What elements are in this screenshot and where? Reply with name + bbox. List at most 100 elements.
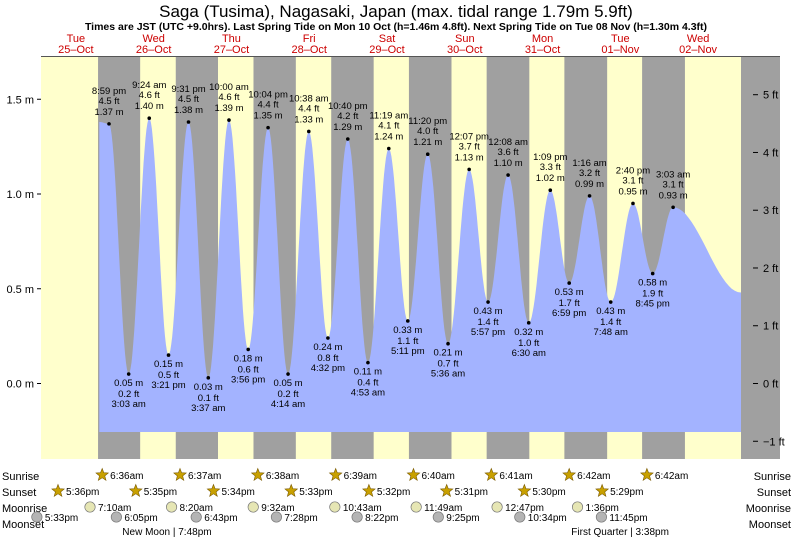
tide-point [306,129,311,134]
sunset-time: 5:33pm [299,487,332,498]
tide-time: 8:59 pm [92,86,126,97]
tide-height-m: 0.43 m [474,306,503,317]
sun-star-icon [173,467,187,481]
tide-point [631,201,635,206]
moonrise-entry: 9:32am [247,501,295,514]
tide-point [326,336,330,340]
sunrise-time: 6:39am [344,471,377,482]
moonset-entry: 6:43pm [190,511,238,524]
sunrise-time: 6:40am [421,471,454,482]
moon-icon [166,501,178,513]
moon-phase-label: New Moon | 7:48pm [122,527,211,538]
moonset-entry: 10:34pm [514,511,567,524]
sunrise-time: 6:41am [499,471,532,482]
moonrise-label-right: Moonrise [746,503,791,515]
tide-point [206,376,211,380]
tide-point [246,347,250,352]
low-tide-marker: 0.21 m0.7 ft5:36 am [431,341,465,380]
tide-height-m: 0.58 m [638,278,667,289]
tide-height-ft: 0.8 ft [317,353,338,364]
low-tide-marker: 0.05 m0.2 ft3:03 am [111,372,146,410]
tide-height-ft: 0.4 ft [357,378,378,389]
tide-point [366,360,370,365]
tide-height-m: 1.38 m [174,105,203,116]
tide-height-ft: 1.4 ft [477,317,498,328]
sun-star-icon [95,467,110,481]
high-tide-marker: 11:20 pm4.0 ft1.21 m [408,116,447,157]
left-tick-label: 1.0 m [6,189,34,201]
day-of-week: Wed [142,33,164,45]
tide-height-m: 1.21 m [413,137,442,148]
low-tide-marker: 0.18 m0.6 ft3:56 pm [231,347,265,385]
tide-point [467,167,471,172]
day-date: 25–Oct [58,44,93,56]
sunrise-entry: 6:40am [406,467,455,482]
low-tide-marker: 0.33 m1.1 ft5:11 pm [391,319,425,357]
tide-height-m: 1.33 m [294,114,323,125]
tide-height-m: 1.02 m [536,173,565,184]
tide-height-ft: 4.6 ft [218,92,239,103]
day-date: 28–Oct [291,44,326,56]
moon-icon [31,511,43,523]
moonrise-entry: 1:36pm [571,501,619,514]
right-tick-label: 0 ft [763,379,778,391]
tide-height-ft: 4.0 ft [417,126,438,137]
tide-point [567,281,571,285]
moonset-entry: 11:45pm [595,511,648,524]
sunset-entry: 5:30pm [517,483,566,498]
tide-height-ft: 4.5 ft [98,96,119,107]
sun-star-icon [562,467,577,481]
sun-star-icon [328,467,343,481]
left-tick-label: 1.5 m [6,94,34,106]
tide-time: 6:30 am [512,348,546,359]
sunset-entry: 5:33pm [284,483,333,498]
tide-height-ft: 0.2 ft [118,389,139,400]
moon-icon [247,501,259,513]
tide-time: 10:04 pm [248,90,288,101]
moon-icon [84,501,96,513]
low-tide-marker: 0.03 m0.1 ft3:37 am [191,376,226,414]
tide-height-ft: 4.2 ft [337,111,358,122]
axes: 0.0 m 0.5 m 1.0 m 1.5 m −1 ft 0 ft 1 ft 2 ft 3 f… [6,90,784,449]
right-tick-label: 1 ft [763,321,778,333]
sunrise-entry: 6:42am [562,467,611,482]
tide-time: 1:09 pm [533,152,567,163]
moonset-label-right: Moonset [749,519,791,531]
tide-height-m: 1.37 m [94,107,123,118]
sunset-entry: 5:29pm [595,483,643,498]
high-tide-marker: 10:04 pm4.4 ft1.35 m [248,90,288,130]
sun-star-icon [51,483,65,497]
tide-time: 10:38 am [289,93,329,104]
moonrise-time: 1:36pm [586,503,619,514]
right-tick-label: 2 ft [763,263,778,275]
tide-time: 11:20 pm [408,116,447,127]
tide-height-ft: 3.1 ft [663,179,684,190]
moon-icon [571,501,584,513]
tide-point [506,173,510,177]
moonset-time: 5:33pm [45,513,78,524]
left-tick-label: 0.0 m [6,379,34,391]
sunrise-time: 6:37am [188,471,221,482]
day-of-week: Wed [687,33,709,45]
tide-point [386,146,391,151]
right-tick-label: −1 ft [763,436,785,448]
moonset-entry: 8:22pm [351,511,398,524]
sunset-time: 5:30pm [532,487,565,498]
sunset-entry: 5:32pm [362,483,410,498]
tide-height-ft: 1.9 ft [642,289,663,300]
tide-point [425,152,430,157]
sunrise-time: 6:42am [655,471,688,482]
moonrise-time: 11:49am [424,503,462,514]
moonset-time: 8:22pm [365,513,398,524]
tide-height-m: 0.03 m [194,382,223,393]
tide-point [286,372,290,376]
day-of-week: Mon [532,33,553,45]
tide-height-ft: 0.6 ft [238,364,259,375]
moonrise-entry: 12:47pm [491,501,544,514]
tide-height-m: 0.93 m [659,190,688,201]
high-tide-marker: 9:31 pm4.5 ft1.38 m [171,84,206,124]
tide-point [186,120,191,124]
tide-point [650,271,655,276]
tide-time: 3:56 pm [231,374,265,385]
sun-star-icon [595,483,610,497]
